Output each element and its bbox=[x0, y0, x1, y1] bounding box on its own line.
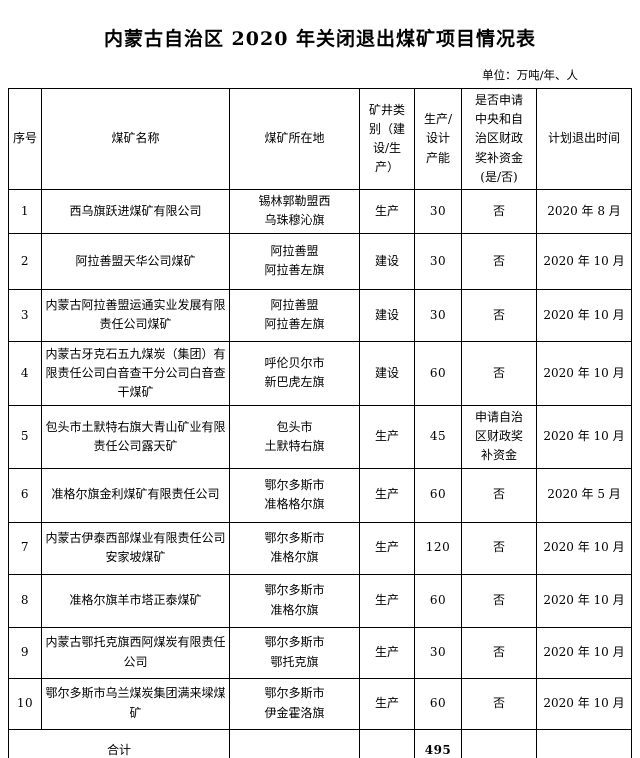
cell-mine-name: 阿拉善盟天华公司煤矿 bbox=[41, 232, 230, 290]
cell-mine-type: 生产 bbox=[359, 573, 415, 628]
cell-serial: 1 bbox=[8, 188, 42, 234]
cell-exit-date: 2020 年 10 月 bbox=[536, 404, 632, 469]
cell-mine-name: 内蒙古牙克石五九煤炭（集团）有限责任公司白音查干分公司白音查干煤矿 bbox=[41, 340, 230, 406]
header-mine-type: 矿井类 别（建 设/生 产） bbox=[359, 88, 415, 190]
cell-subsidy: 申请自治 区财政奖 补资金 bbox=[461, 404, 537, 469]
cell-serial: 10 bbox=[8, 677, 42, 730]
cell-exit-date: 2020 年 10 月 bbox=[536, 626, 632, 679]
header-row: 序号 煤矿名称 煤矿所在地 矿井类 别（建 设/生 产） 生产/ 设计 产能 是… bbox=[8, 88, 632, 190]
cell-exit-date: 2020 年 10 月 bbox=[536, 521, 632, 575]
cell-location: 锡林郭勒盟西 乌珠穆沁旗 bbox=[229, 188, 360, 234]
table-row: 2 阿拉善盟天华公司煤矿 阿拉善盟 阿拉善左旗 建设 30 否 2020 年 1… bbox=[8, 232, 632, 290]
cell-mine-type: 生产 bbox=[359, 188, 415, 234]
cell-serial: 6 bbox=[8, 467, 42, 523]
cell-exit-date: 2020 年 10 月 bbox=[536, 340, 632, 406]
table-row: 8 准格尔旗羊市塔正泰煤矿 鄂尔多斯市 准格尔旗 生产 60 否 2020 年 … bbox=[8, 573, 632, 628]
cell-subsidy: 否 bbox=[461, 626, 537, 679]
cell-capacity: 60 bbox=[414, 677, 462, 730]
cell-capacity: 60 bbox=[414, 467, 462, 523]
total-type-empty bbox=[359, 728, 415, 758]
cell-serial: 9 bbox=[8, 626, 42, 679]
cell-exit-date: 2020 年 10 月 bbox=[536, 288, 632, 342]
cell-location: 鄂尔多斯市 准格尔旗 bbox=[229, 521, 360, 575]
cell-mine-type: 建设 bbox=[359, 288, 415, 342]
cell-mine-type: 生产 bbox=[359, 404, 415, 469]
cell-subsidy: 否 bbox=[461, 467, 537, 523]
cell-capacity: 30 bbox=[414, 232, 462, 290]
cell-capacity: 120 bbox=[414, 521, 462, 575]
cell-capacity: 45 bbox=[414, 404, 462, 469]
header-location: 煤矿所在地 bbox=[229, 88, 360, 190]
cell-subsidy: 否 bbox=[461, 232, 537, 290]
header-exit-date: 计划退出时间 bbox=[536, 88, 632, 190]
table-row: 9 内蒙古鄂托克旗西阿煤炭有限责任公司 鄂尔多斯市 鄂托克旗 生产 30 否 2… bbox=[8, 626, 632, 679]
cell-mine-name: 内蒙古伊泰西部煤业有限责任公司安家坡煤矿 bbox=[41, 521, 230, 575]
table-row: 3 内蒙古阿拉善盟运通实业发展有限责任公司煤矿 阿拉善盟 阿拉善左旗 建设 30… bbox=[8, 288, 632, 342]
cell-capacity: 60 bbox=[414, 340, 462, 406]
cell-serial: 7 bbox=[8, 521, 42, 575]
cell-subsidy: 否 bbox=[461, 188, 537, 234]
table-row: 7 内蒙古伊泰西部煤业有限责任公司安家坡煤矿 鄂尔多斯市 准格尔旗 生产 120… bbox=[8, 521, 632, 575]
table-row: 5 包头市土默特右旗大青山矿业有限责任公司露天矿 包头市 土默特右旗 生产 45… bbox=[8, 404, 632, 469]
cell-location: 鄂尔多斯市 准格尔旗 bbox=[229, 573, 360, 628]
cell-exit-date: 2020 年 10 月 bbox=[536, 573, 632, 628]
cell-capacity: 60 bbox=[414, 573, 462, 628]
header-subsidy: 是否申请 中央和自 治区财政 奖补资金 (是/否) bbox=[461, 88, 537, 190]
table-row: 1 西乌旗跃进煤矿有限公司 锡林郭勒盟西 乌珠穆沁旗 生产 30 否 2020 … bbox=[8, 188, 632, 234]
cell-serial: 5 bbox=[8, 404, 42, 469]
page-title: 内蒙古自治区 2020 年关闭退出煤矿项目情况表 bbox=[103, 28, 537, 50]
total-subsidy-empty bbox=[461, 728, 537, 758]
cell-mine-type: 建设 bbox=[359, 340, 415, 406]
total-location-empty bbox=[229, 728, 360, 758]
coal-mine-table: 序号 煤矿名称 煤矿所在地 矿井类 别（建 设/生 产） 生产/ 设计 产能 是… bbox=[8, 88, 632, 758]
cell-location: 鄂尔多斯市 准格格尔旗 bbox=[229, 467, 360, 523]
header-mine-name: 煤矿名称 bbox=[41, 88, 230, 190]
cell-exit-date: 2020 年 10 月 bbox=[536, 232, 632, 290]
cell-mine-name: 包头市土默特右旗大青山矿业有限责任公司露天矿 bbox=[41, 404, 230, 469]
cell-mine-type: 生产 bbox=[359, 521, 415, 575]
cell-capacity: 30 bbox=[414, 626, 462, 679]
cell-exit-date: 2020 年 5 月 bbox=[536, 467, 632, 523]
cell-location: 鄂尔多斯市 伊金霍洛旗 bbox=[229, 677, 360, 730]
table-row: 4 内蒙古牙克石五九煤炭（集团）有限责任公司白音查干分公司白音查干煤矿 呼伦贝尔… bbox=[8, 340, 632, 406]
cell-serial: 2 bbox=[8, 232, 42, 290]
cell-serial: 8 bbox=[8, 573, 42, 628]
cell-mine-type: 生产 bbox=[359, 467, 415, 523]
cell-subsidy: 否 bbox=[461, 521, 537, 575]
cell-serial: 3 bbox=[8, 288, 42, 342]
header-capacity: 生产/ 设计 产能 bbox=[414, 88, 462, 190]
cell-mine-type: 建设 bbox=[359, 232, 415, 290]
cell-mine-name: 西乌旗跃进煤矿有限公司 bbox=[41, 188, 230, 234]
cell-subsidy: 否 bbox=[461, 677, 537, 730]
cell-subsidy: 否 bbox=[461, 288, 537, 342]
cell-location: 包头市 土默特右旗 bbox=[229, 404, 360, 469]
table-row: 6 准格尔旗金利煤矿有限责任公司 鄂尔多斯市 准格格尔旗 生产 60 否 202… bbox=[8, 467, 632, 523]
cell-location: 阿拉善盟 阿拉善左旗 bbox=[229, 288, 360, 342]
cell-exit-date: 2020 年 8 月 bbox=[536, 188, 632, 234]
cell-exit-date: 2020 年 10 月 bbox=[536, 677, 632, 730]
cell-mine-name: 内蒙古阿拉善盟运通实业发展有限责任公司煤矿 bbox=[41, 288, 230, 342]
cell-mine-name: 准格尔旗羊市塔正泰煤矿 bbox=[41, 573, 230, 628]
cell-serial: 4 bbox=[8, 340, 42, 406]
cell-capacity: 30 bbox=[414, 188, 462, 234]
cell-mine-type: 生产 bbox=[359, 626, 415, 679]
cell-capacity: 30 bbox=[414, 288, 462, 342]
cell-mine-name: 内蒙古鄂托克旗西阿煤炭有限责任公司 bbox=[41, 626, 230, 679]
total-capacity: 495 bbox=[414, 728, 462, 758]
total-exit-empty bbox=[536, 728, 632, 758]
total-label: 合计 bbox=[8, 728, 230, 758]
cell-subsidy: 否 bbox=[461, 340, 537, 406]
total-row: 合计 495 bbox=[8, 728, 632, 758]
cell-subsidy: 否 bbox=[461, 573, 537, 628]
cell-mine-type: 生产 bbox=[359, 677, 415, 730]
cell-location: 鄂尔多斯市 鄂托克旗 bbox=[229, 626, 360, 679]
cell-location: 呼伦贝尔市 新巴虎左旗 bbox=[229, 340, 360, 406]
cell-location: 阿拉善盟 阿拉善左旗 bbox=[229, 232, 360, 290]
cell-mine-name: 准格尔旗金利煤矿有限责任公司 bbox=[41, 467, 230, 523]
header-serial: 序号 bbox=[8, 88, 42, 190]
table-row: 10 鄂尔多斯市乌兰煤炭集团满来墚煤矿 鄂尔多斯市 伊金霍洛旗 生产 60 否 … bbox=[8, 677, 632, 730]
cell-mine-name: 鄂尔多斯市乌兰煤炭集团满来墚煤矿 bbox=[41, 677, 230, 730]
unit-note: 单位：万吨/年、人 bbox=[482, 68, 578, 82]
